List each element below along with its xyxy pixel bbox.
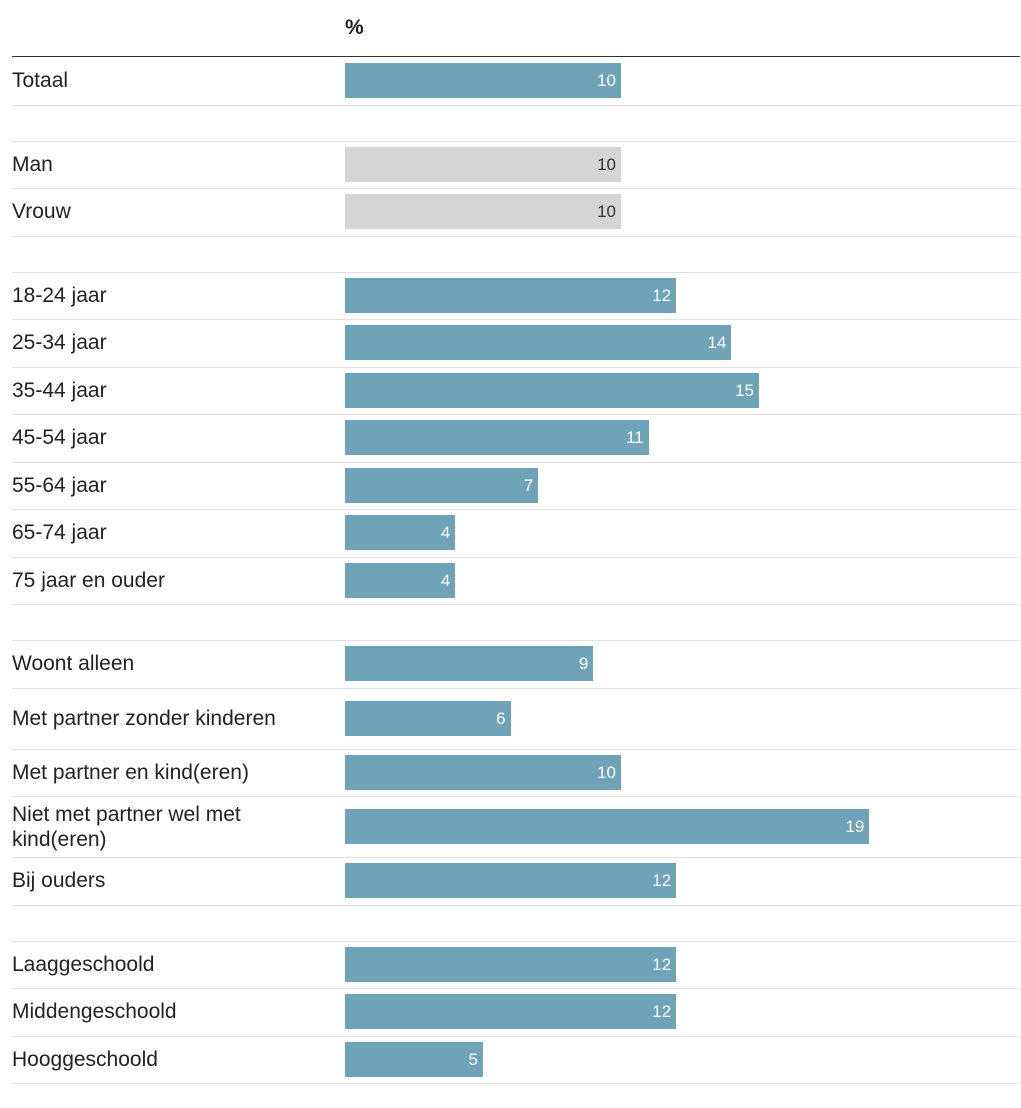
bar-value-label: 6 bbox=[496, 708, 506, 728]
bar bbox=[345, 63, 621, 99]
category-label: 35-44 jaar bbox=[12, 378, 107, 402]
value-column-header: % bbox=[345, 16, 364, 39]
bar bbox=[345, 646, 594, 682]
row-separator-line bbox=[12, 104, 1020, 106]
bar bbox=[345, 194, 621, 230]
row-separator-line bbox=[12, 509, 1020, 510]
bar-value-label: 11 bbox=[625, 428, 644, 448]
group-separator-line bbox=[12, 640, 1020, 641]
bar-value-label: 5 bbox=[468, 1049, 478, 1069]
bar-value-label: 4 bbox=[440, 523, 451, 543]
bar bbox=[345, 146, 621, 182]
category-label: 65-74 jaar bbox=[12, 521, 107, 545]
row-separator-line bbox=[12, 857, 1020, 858]
bar-value-label: 9 bbox=[578, 654, 589, 674]
row-separator-line bbox=[12, 988, 1020, 989]
bar-value-label: 12 bbox=[652, 285, 672, 305]
bar bbox=[345, 754, 621, 790]
bar bbox=[345, 420, 649, 456]
row-separator-line bbox=[12, 188, 1020, 189]
bar-value-label: 12 bbox=[652, 871, 672, 891]
bar-value-label: 10 bbox=[597, 762, 616, 782]
bar bbox=[345, 467, 539, 503]
bar bbox=[345, 372, 759, 408]
row-separator-line bbox=[12, 414, 1020, 415]
category-label: 45-54 jaar bbox=[12, 426, 107, 450]
bar bbox=[345, 325, 732, 361]
bar bbox=[345, 994, 677, 1030]
row-separator-line bbox=[12, 796, 1020, 797]
row-separator-line bbox=[12, 687, 1020, 689]
category-label: 75 jaar en ouder bbox=[12, 568, 165, 592]
category-label: Woont alleen bbox=[12, 652, 135, 676]
bar bbox=[345, 946, 677, 982]
bar-value-label: 14 bbox=[707, 333, 727, 353]
category-label: Hooggeschoold bbox=[12, 1047, 158, 1071]
bar-value-label: 4 bbox=[440, 570, 451, 590]
category-label: Bij ouders bbox=[12, 869, 106, 893]
bar-value-label: 10 bbox=[597, 154, 616, 174]
category-label: Totaal bbox=[12, 69, 69, 93]
category-label: Met partner zonder kinderen bbox=[12, 706, 276, 730]
bar bbox=[345, 515, 456, 551]
row-separator-line bbox=[12, 1035, 1020, 1037]
category-label: Vrouw bbox=[12, 200, 71, 224]
bar-value-label: 7 bbox=[523, 475, 534, 495]
bar bbox=[345, 700, 511, 736]
bar-value-label: 12 bbox=[652, 954, 672, 974]
group-separator-line bbox=[12, 140, 1020, 142]
category-label: Man bbox=[12, 152, 53, 176]
row-separator-line bbox=[12, 1083, 1020, 1084]
bar-value-label: 10 bbox=[597, 71, 616, 91]
category-label: Laaggeschoold bbox=[12, 952, 155, 976]
bar bbox=[345, 809, 870, 844]
category-label: Met partner en kind(eren) bbox=[12, 760, 249, 784]
row-separator-line bbox=[12, 319, 1020, 320]
category-label: 18-24 jaar bbox=[12, 283, 107, 307]
bar bbox=[345, 562, 456, 598]
group-separator-line bbox=[12, 940, 1020, 942]
category-label: Middengeschoold bbox=[12, 1000, 177, 1024]
row-separator-line bbox=[12, 461, 1020, 463]
bar-value-label: 15 bbox=[735, 380, 754, 400]
row-separator-line bbox=[12, 235, 1020, 237]
header-rule bbox=[12, 56, 1020, 57]
row-separator-line bbox=[12, 366, 1020, 368]
bar-value-label: 10 bbox=[597, 202, 616, 222]
group-separator-line bbox=[12, 271, 1020, 273]
bar bbox=[345, 277, 677, 313]
category-label: 25-34 jaar bbox=[12, 331, 107, 355]
row-separator-line bbox=[12, 556, 1020, 558]
category-label: Niet met partner wel met kind(eren) bbox=[12, 802, 241, 851]
row-separator-line bbox=[12, 904, 1020, 906]
bar bbox=[345, 1041, 483, 1077]
bar-value-label: 19 bbox=[845, 817, 865, 836]
row-separator-line bbox=[12, 604, 1020, 605]
row-separator-line bbox=[12, 748, 1020, 750]
category-label: 55-64 jaar bbox=[12, 473, 107, 497]
bar bbox=[345, 863, 677, 899]
bar-value-label: 12 bbox=[652, 1002, 672, 1022]
